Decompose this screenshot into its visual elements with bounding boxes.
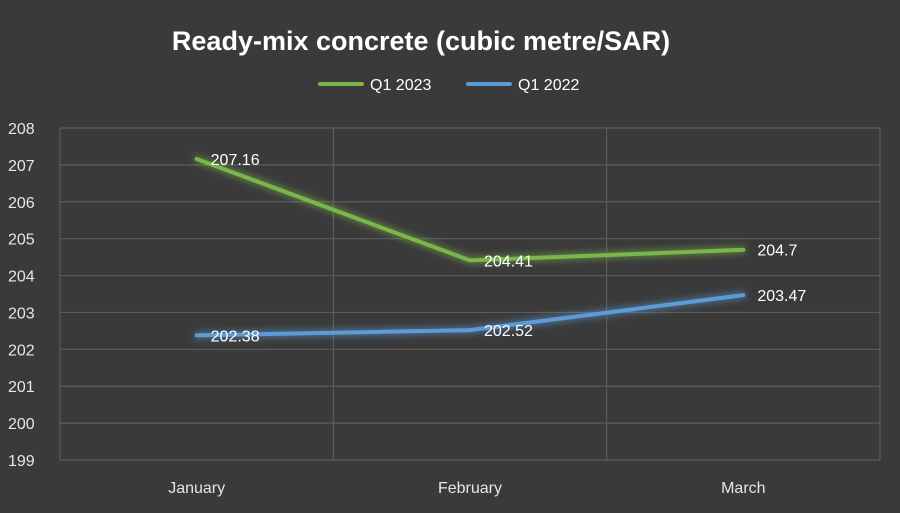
y-tick-label: 207 — [8, 158, 35, 175]
y-tick-label: 200 — [8, 416, 35, 433]
legend-label-q1-2022: Q1 2022 — [518, 77, 579, 94]
data-label: 202.38 — [211, 328, 260, 345]
y-tick-label: 202 — [8, 342, 35, 359]
x-axis-ticks: January February March — [168, 480, 765, 497]
legend-label-q1-2023: Q1 2023 — [370, 77, 431, 94]
y-tick-label: 203 — [8, 305, 35, 322]
y-axis-ticks: 199 200 201 202 203 204 205 206 207 208 — [8, 121, 35, 470]
data-label: 202.52 — [484, 323, 533, 340]
chart-title: Ready-mix concrete (cubic metre/SAR) — [172, 26, 670, 56]
y-tick-label: 206 — [8, 195, 35, 212]
y-tick-label: 205 — [8, 232, 35, 249]
data-label: 203.47 — [757, 288, 806, 305]
series-line-q1-2023 — [194, 156, 746, 263]
x-tick-label: March — [721, 480, 765, 497]
data-label: 207.16 — [211, 152, 260, 169]
x-tick-label: February — [438, 480, 502, 497]
data-label: 204.7 — [757, 243, 797, 260]
data-label: 204.41 — [484, 253, 533, 270]
y-tick-label: 204 — [8, 269, 35, 286]
series-lines — [194, 156, 746, 338]
x-tick-label: January — [168, 480, 225, 497]
series-line-q1-2022 — [194, 293, 746, 338]
y-tick-label: 208 — [8, 121, 35, 138]
legend: Q1 2023 Q1 2022 — [318, 77, 579, 94]
y-tick-label: 199 — [8, 453, 35, 470]
data-labels: 207.16 204.41 204.7 202.38 202.52 203.47 — [211, 152, 807, 345]
gridlines — [59, 127, 881, 461]
y-tick-label: 201 — [8, 379, 35, 396]
